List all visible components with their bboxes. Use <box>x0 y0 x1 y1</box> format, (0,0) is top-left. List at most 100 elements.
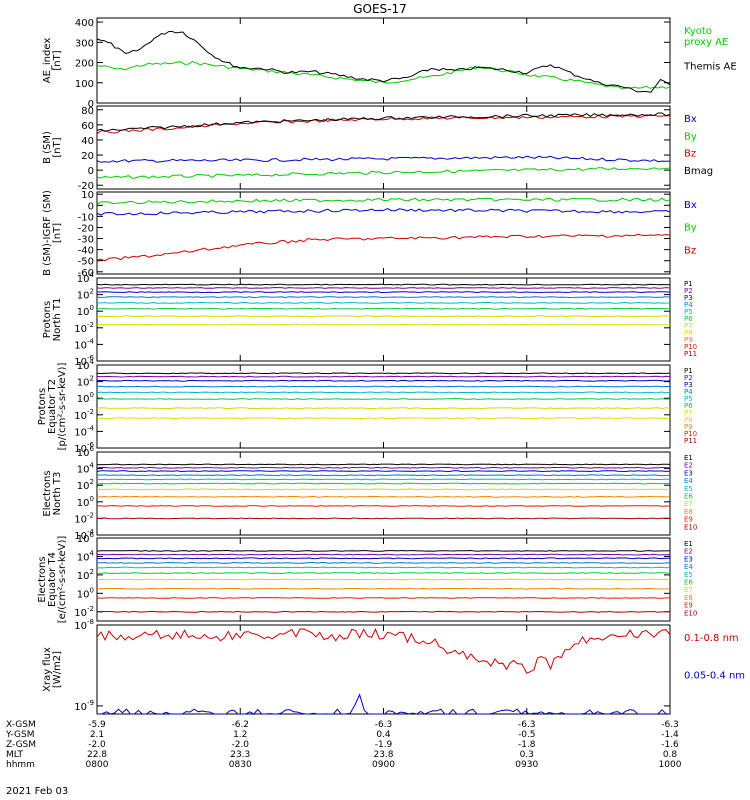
y-axis-label: Protons <box>37 388 48 425</box>
y-tick-exponent: 4 <box>90 358 95 366</box>
x-axis-value: -2.0 <box>231 740 249 750</box>
series-line <box>96 155 671 163</box>
y-axis-label: [nT] <box>52 50 63 70</box>
x-axis-value: -1.6 <box>661 740 679 750</box>
y-tick-label: 20 <box>81 151 94 162</box>
y-tick-label: 10-8 <box>74 618 94 632</box>
y-tick-label: -20 <box>78 181 94 192</box>
y-tick-exponent: 0 <box>90 391 94 399</box>
legend-label: P9 <box>684 423 693 431</box>
y-tick-label: 100 <box>75 79 94 90</box>
legend-label: Bz <box>684 149 696 160</box>
y-tick-label: -20 <box>78 223 94 234</box>
x-axis-value: -6.3 <box>661 720 679 730</box>
legend-label: E9 <box>684 516 693 524</box>
series-line <box>96 466 671 469</box>
x-axis-value: 23.8 <box>373 750 393 760</box>
series-line <box>96 287 671 289</box>
y-tick-exponent: 2 <box>90 375 94 383</box>
legend-label: P8 <box>684 416 693 424</box>
y-tick-label: 10-4 <box>74 424 94 438</box>
y-axis-label: Electrons <box>42 470 53 516</box>
y-axis-label: [p/(cm²-s-sr-keV)] <box>57 363 68 451</box>
y-axis-label: North T3 <box>52 472 63 516</box>
legend-label: E8 <box>684 508 693 516</box>
legend-label: P8 <box>684 329 693 337</box>
series-line <box>96 375 671 378</box>
x-axis-value: 2.1 <box>90 730 104 740</box>
series-line <box>96 517 671 520</box>
x-axis-value: -6.3 <box>375 720 393 730</box>
panel-frame <box>96 277 671 362</box>
y-tick-label: 102 <box>77 478 94 492</box>
y-tick-exponent: 2 <box>90 288 94 296</box>
legend-label: Bz <box>684 245 696 256</box>
y-axis-label: Electrons <box>37 556 48 602</box>
y-tick-exponent: 2 <box>90 478 94 486</box>
legend-label: P2 <box>684 287 693 295</box>
y-tick-exponent: 0 <box>90 495 94 503</box>
legend-label: proxy AE <box>684 37 728 48</box>
y-tick-label: 10-4 <box>74 337 94 351</box>
legend-label: Bmag <box>684 166 713 177</box>
series-line <box>96 549 670 552</box>
legend-label: Bx <box>684 114 697 125</box>
legend-label: P3 <box>684 294 693 302</box>
y-tick-exponent: 4 <box>90 271 95 279</box>
y-tick-label: 104 <box>77 549 95 563</box>
y-tick-label: 10-9 <box>74 699 94 713</box>
series-line <box>96 283 671 286</box>
y-tick-exponent: -8 <box>87 618 94 626</box>
y-tick-label: 106 <box>77 445 95 459</box>
series-line <box>96 60 671 90</box>
series-line <box>96 557 671 560</box>
y-tick-label: 10 <box>81 190 94 201</box>
series-line <box>96 296 671 299</box>
x-axis-table: X-GSM -5.9 -6.2 -6.3 -6.3 -6.3Y-GSM 2.1 1.2 0.4-… <box>5 720 682 770</box>
x-axis-row-name: X-GSM <box>6 720 36 730</box>
legend-label: E4 <box>684 563 693 571</box>
series-line <box>96 385 671 388</box>
panel-2: -20 0 20 40 60 80 B (SM) [nT] Bx By Bz Bmag <box>42 105 713 192</box>
series-line <box>96 566 671 569</box>
y-tick-label: 200 <box>75 59 94 70</box>
y-axis-label: Equator T4 <box>47 552 58 607</box>
legend-label: E9 <box>684 602 693 610</box>
series-line <box>96 307 670 310</box>
legend-label: E7 <box>684 586 693 594</box>
series-line <box>96 208 671 216</box>
x-axis-value: 0900 <box>372 760 395 770</box>
y-tick-label: 100 <box>77 391 94 405</box>
y-tick-label: -10 <box>78 212 94 223</box>
x-axis-value: 0.4 <box>376 730 391 740</box>
y-axis-label: B (SM)-IGRF (SM) <box>42 190 53 276</box>
series-line <box>96 417 671 420</box>
y-tick-label: 100 <box>77 586 94 600</box>
legend-label: E1 <box>684 454 693 462</box>
legend-label: Bx <box>684 200 697 211</box>
y-tick-label: 0 <box>88 99 94 110</box>
series-line <box>96 167 671 180</box>
y-tick-exponent: -2 <box>87 511 94 519</box>
y-tick-exponent: 6 <box>90 531 95 539</box>
y-axis-label: B (SM) <box>42 131 53 164</box>
panel-frame <box>96 17 671 104</box>
legend-label: P11 <box>684 437 697 445</box>
y-tick-exponent: 4 <box>90 549 95 557</box>
legend-label: E7 <box>684 500 693 508</box>
y-tick-label: 80 <box>81 106 94 117</box>
legend-label: By <box>684 223 697 234</box>
legend-label: P6 <box>684 315 693 323</box>
legend-label: P9 <box>684 336 693 344</box>
legend-label: P1 <box>684 280 693 288</box>
y-tick-exponent: 2 <box>90 568 94 576</box>
y-tick-exponent: -6 <box>87 354 95 362</box>
series-line <box>96 407 671 410</box>
x-axis-value: 23.3 <box>230 750 250 760</box>
y-axis-label: [e/(cm²-s-sr-keV)] <box>57 536 68 624</box>
